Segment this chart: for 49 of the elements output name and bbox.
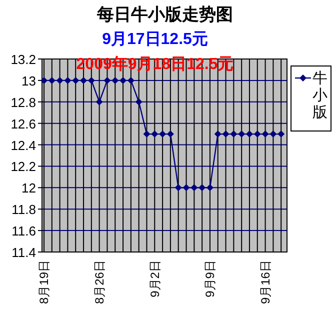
x-tick-label: 8月26日 (92, 260, 107, 304)
y-tick-label: 11.8 (12, 202, 36, 218)
point (88, 76, 95, 84)
point (48, 76, 56, 84)
point (262, 130, 269, 138)
point (174, 184, 182, 192)
point (96, 98, 103, 106)
x-tick-label: 8月19日 (37, 260, 52, 304)
point (206, 184, 214, 192)
point (270, 130, 277, 138)
x-tick-label: 9月9日 (203, 260, 218, 298)
y-tick-label: 12.8 (10, 94, 36, 110)
point (222, 130, 230, 138)
point (143, 130, 150, 138)
legend-label: 牛小版 (312, 70, 328, 121)
point (40, 76, 48, 84)
chart-title: 每日牛小版走势图 (96, 5, 233, 24)
point (151, 130, 158, 138)
point (278, 130, 285, 138)
point (230, 130, 238, 138)
point (246, 130, 253, 138)
x-tick-label: 9月2日 (148, 260, 162, 298)
point (135, 98, 142, 106)
point (238, 130, 246, 138)
point (127, 76, 134, 84)
x-tick-label: 9月16日 (258, 260, 272, 304)
point (112, 76, 119, 84)
point (120, 76, 127, 84)
point (56, 76, 64, 84)
y-tick-label: 13.2 (10, 52, 36, 67)
point (159, 130, 166, 138)
y-tick-label: 12 (22, 180, 36, 196)
point (64, 76, 72, 84)
point (182, 184, 190, 192)
point (104, 76, 111, 84)
point (198, 184, 206, 192)
point (80, 76, 88, 84)
chart-subtitle: 9月17日12.5元 (102, 31, 208, 48)
y-tick-label: 13 (22, 73, 36, 88)
point (72, 76, 80, 84)
y-tick-label: 11.4 (12, 245, 36, 260)
y-tick-label: 12.2 (10, 159, 36, 174)
point (190, 184, 198, 192)
point (254, 130, 261, 138)
y-tick-label: 12.4 (10, 138, 36, 153)
y-tick-label: 11.6 (12, 224, 36, 239)
point (166, 130, 174, 138)
point (214, 130, 222, 138)
y-tick-label: 12.6 (10, 116, 36, 132)
